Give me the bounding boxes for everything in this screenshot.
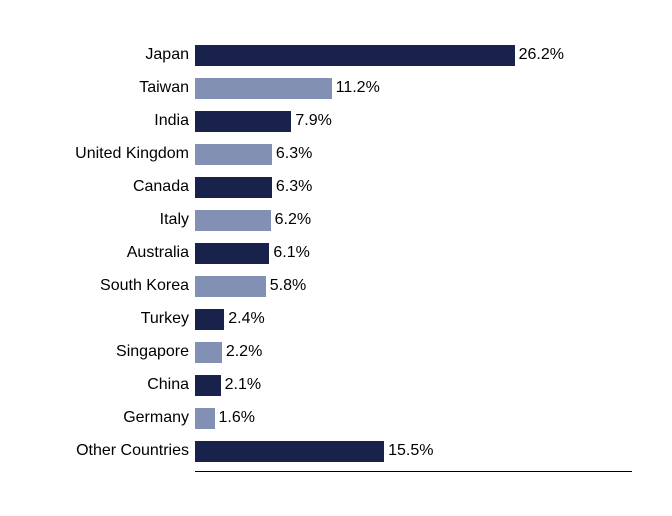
bar-area: 6.3% — [195, 177, 632, 198]
category-label: Taiwan — [40, 79, 195, 97]
bar-area: 5.8% — [195, 276, 632, 297]
bar-row: United Kingdom 6.3% — [40, 139, 632, 169]
category-label: Singapore — [40, 343, 195, 361]
value-label: 7.9% — [291, 112, 331, 130]
bar — [195, 243, 269, 264]
category-label: Italy — [40, 211, 195, 229]
bar-row: Japan 26.2% — [40, 40, 632, 70]
value-label: 15.5% — [384, 442, 433, 460]
bar-area: 6.3% — [195, 144, 632, 165]
category-label: India — [40, 112, 195, 130]
value-label: 1.6% — [215, 409, 255, 427]
bar-area: 6.2% — [195, 210, 632, 231]
category-label: Germany — [40, 409, 195, 427]
bar-row: Canada 6.3% — [40, 172, 632, 202]
bar — [195, 210, 271, 231]
country-percentage-chart: Japan 26.2% Taiwan 11.2% India 7.9% United Kin… — [0, 0, 672, 516]
category-label: Australia — [40, 244, 195, 262]
category-label: Turkey — [40, 310, 195, 328]
bar-area: 15.5% — [195, 441, 632, 462]
category-label: Japan — [40, 46, 195, 64]
category-label: China — [40, 376, 195, 394]
bar — [195, 375, 221, 396]
bar — [195, 111, 291, 132]
x-axis-line — [195, 471, 632, 472]
bar — [195, 177, 272, 198]
bar-area: 2.1% — [195, 375, 632, 396]
bar-row: Italy 6.2% — [40, 205, 632, 235]
bar — [195, 276, 266, 297]
bar — [195, 441, 384, 462]
bar-area: 2.4% — [195, 309, 632, 330]
bar-area: 7.9% — [195, 111, 632, 132]
bar-row: Turkey 2.4% — [40, 304, 632, 334]
bar — [195, 309, 224, 330]
value-label: 2.1% — [221, 376, 261, 394]
bar — [195, 408, 215, 429]
bar-area: 6.1% — [195, 243, 632, 264]
bar — [195, 144, 272, 165]
bar-row: Germany 1.6% — [40, 403, 632, 433]
value-label: 2.4% — [224, 310, 264, 328]
value-label: 6.1% — [269, 244, 309, 262]
bar-row: Taiwan 11.2% — [40, 73, 632, 103]
bar-area: 11.2% — [195, 78, 632, 99]
bar-area: 2.2% — [195, 342, 632, 363]
bar-area: 1.6% — [195, 408, 632, 429]
category-label: United Kingdom — [40, 145, 195, 163]
value-label: 11.2% — [332, 79, 380, 97]
value-label: 6.2% — [271, 211, 311, 229]
bar-row: India 7.9% — [40, 106, 632, 136]
bar — [195, 45, 515, 66]
bar-row: China 2.1% — [40, 370, 632, 400]
bar-row: Singapore 2.2% — [40, 337, 632, 367]
value-label: 6.3% — [272, 178, 312, 196]
value-label: 6.3% — [272, 145, 312, 163]
bar — [195, 342, 222, 363]
value-label: 26.2% — [515, 46, 564, 64]
value-label: 5.8% — [266, 277, 306, 295]
bar-area: 26.2% — [195, 45, 632, 66]
value-label: 2.2% — [222, 343, 262, 361]
category-label: South Korea — [40, 277, 195, 295]
bar-row: South Korea 5.8% — [40, 271, 632, 301]
category-label: Canada — [40, 178, 195, 196]
bar — [195, 78, 332, 99]
bar-row: Australia 6.1% — [40, 238, 632, 268]
category-label: Other Countries — [40, 442, 195, 460]
bar-row: Other Countries 15.5% — [40, 436, 632, 466]
